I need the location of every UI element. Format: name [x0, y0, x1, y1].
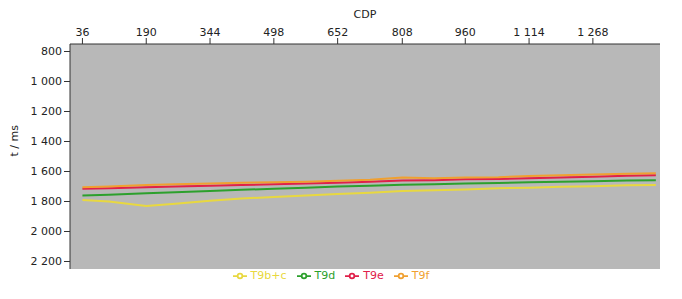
svg-text:2 000: 2 000: [31, 225, 63, 238]
html-text:T9f: T9f: [411, 269, 430, 282]
svg-text:1 268: 1 268: [577, 26, 609, 39]
svg-text:800: 800: [41, 45, 62, 58]
html-text:T9e: T9e: [363, 269, 384, 282]
svg-text:344: 344: [200, 26, 221, 39]
svg-text:CDP: CDP: [354, 8, 377, 21]
svg-text:t / ms: t / ms: [8, 125, 21, 157]
svg-text:1 000: 1 000: [31, 75, 63, 88]
svg-text:808: 808: [392, 26, 413, 39]
svg-text:36: 36: [75, 26, 89, 39]
svg-text:1 800: 1 800: [31, 195, 63, 208]
svg-text:2 200: 2 200: [31, 255, 63, 268]
svg-text:1 200: 1 200: [31, 105, 63, 118]
svg-text:190: 190: [136, 26, 157, 39]
svg-text:1 600: 1 600: [31, 165, 63, 178]
html-text:T9d: T9d: [314, 269, 336, 282]
html-text:T9b+c: T9b+c: [250, 269, 287, 282]
svg-text:960: 960: [455, 26, 476, 39]
svg-text:1 114: 1 114: [513, 26, 545, 39]
svg-text:498: 498: [263, 26, 284, 39]
svg-text:1 400: 1 400: [31, 135, 63, 148]
svg-text:652: 652: [327, 26, 348, 39]
